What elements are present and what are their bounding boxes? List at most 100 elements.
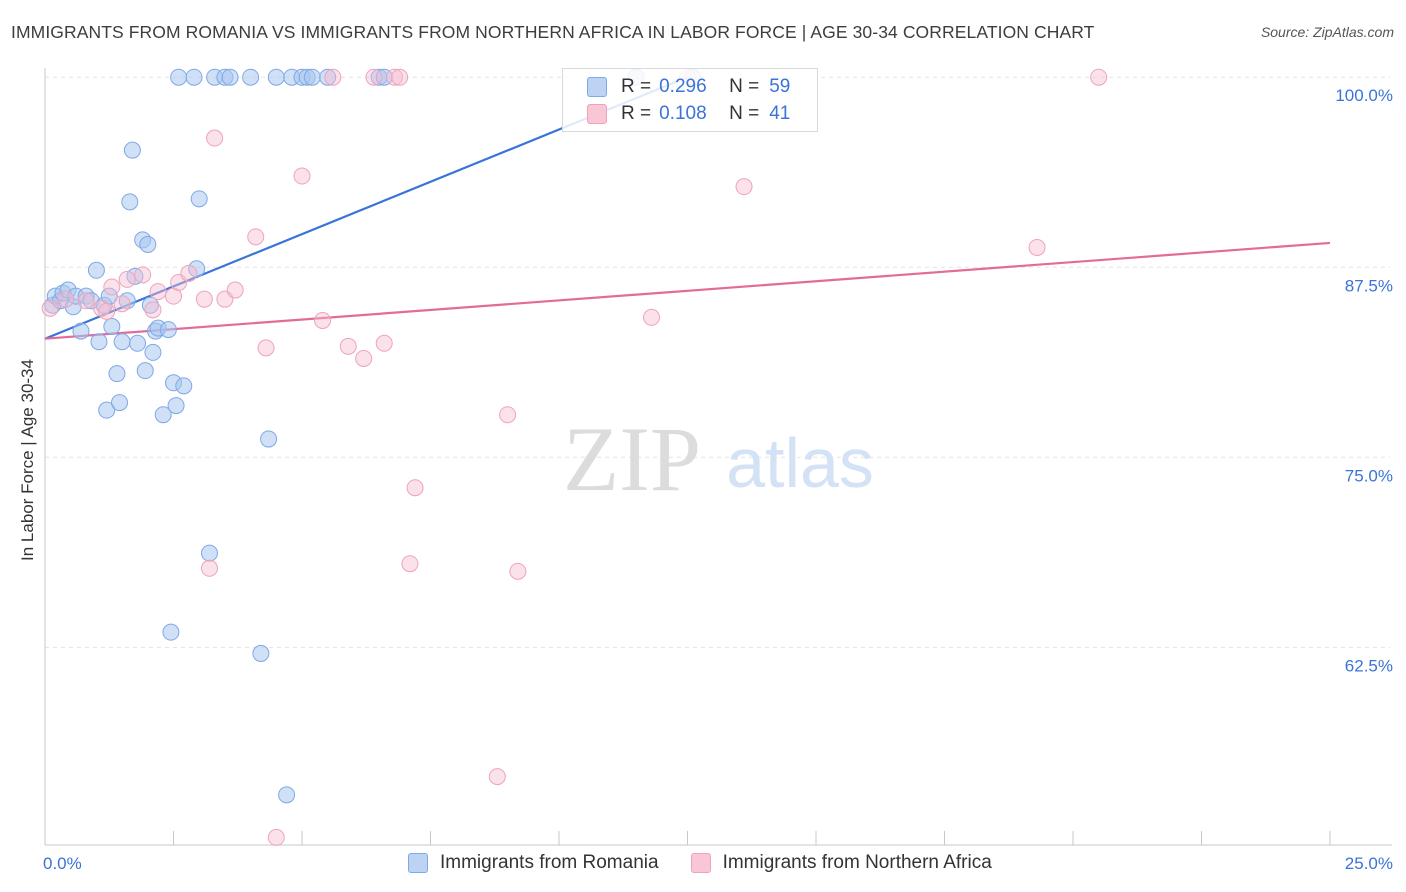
point-northern-africa[interactable] — [735, 178, 753, 196]
point-northern-africa[interactable] — [77, 292, 95, 310]
point-romania[interactable] — [242, 68, 260, 86]
point-northern-africa[interactable] — [324, 68, 342, 86]
point-romania[interactable] — [72, 322, 90, 340]
point-northern-africa[interactable] — [488, 768, 506, 786]
point-northern-africa[interactable] — [643, 308, 661, 326]
legend-n-label: N = — [729, 103, 760, 124]
y-tick-label: 87.5% — [1345, 276, 1393, 295]
point-northern-africa[interactable] — [98, 302, 116, 320]
point-northern-africa[interactable] — [509, 562, 527, 580]
point-northern-africa[interactable] — [314, 311, 332, 329]
point-romania[interactable] — [111, 394, 129, 412]
point-romania[interactable] — [113, 333, 131, 351]
point-romania[interactable] — [175, 377, 193, 395]
point-romania[interactable] — [221, 68, 239, 86]
legend-item-northern-africa[interactable]: Immigrants from Northern Africa — [690, 852, 992, 874]
legend-n-label: N = — [729, 76, 760, 97]
point-northern-africa[interactable] — [293, 167, 311, 185]
legend-swatch-blue — [408, 853, 428, 873]
point-romania[interactable] — [190, 190, 208, 208]
point-romania[interactable] — [170, 68, 188, 86]
point-northern-africa[interactable] — [113, 295, 131, 313]
point-romania[interactable] — [123, 141, 141, 159]
point-northern-africa[interactable] — [134, 266, 152, 284]
point-northern-africa[interactable] — [195, 290, 213, 308]
point-northern-africa[interactable] — [206, 129, 224, 147]
point-northern-africa[interactable] — [499, 406, 517, 424]
legend-n-value: 59 — [769, 76, 791, 97]
legend-r-value: 0.108 — [659, 103, 707, 124]
point-northern-africa[interactable] — [1028, 238, 1046, 256]
point-northern-africa[interactable] — [386, 68, 404, 86]
x-tick-label-max: 25.0% — [1345, 854, 1393, 873]
point-romania[interactable] — [139, 235, 157, 253]
point-northern-africa[interactable] — [93, 299, 111, 317]
y-tick-label: 100.0% — [1335, 86, 1393, 105]
point-romania[interactable] — [303, 68, 321, 86]
correlation-legend: R = 0.296 N = 59 R = 0.108 N = 41 — [562, 68, 818, 132]
point-romania[interactable] — [87, 261, 105, 279]
point-northern-africa[interactable] — [144, 301, 162, 319]
point-northern-africa[interactable] — [103, 278, 121, 296]
legend-item-romania[interactable]: Immigrants from Romania — [408, 852, 659, 874]
legend-r-value: 0.296 — [659, 76, 707, 97]
point-northern-africa[interactable] — [401, 555, 419, 573]
point-northern-africa[interactable] — [375, 334, 393, 352]
point-romania[interactable] — [319, 68, 337, 86]
legend-label-northern-africa: Immigrants from Northern Africa — [722, 852, 992, 873]
point-romania[interactable] — [159, 321, 177, 339]
point-romania[interactable] — [375, 68, 393, 86]
point-romania[interactable] — [144, 343, 162, 361]
legend-n-value: 41 — [769, 103, 791, 124]
point-northern-africa[interactable] — [118, 270, 136, 288]
source-credit: Source: ZipAtlas.com — [1260, 24, 1394, 40]
legend-r-label: R = — [621, 76, 652, 97]
legend-swatch-pink — [690, 853, 711, 873]
point-northern-africa[interactable] — [365, 68, 383, 86]
point-romania[interactable] — [154, 406, 172, 424]
legend-row-northern-africa: R = 0.108 N = 41 — [587, 102, 790, 126]
point-northern-africa[interactable] — [180, 264, 198, 282]
point-romania[interactable] — [200, 544, 218, 562]
watermark-zip: ZIP — [563, 408, 701, 510]
point-romania[interactable] — [98, 401, 116, 419]
point-romania[interactable] — [90, 333, 108, 351]
point-romania[interactable] — [108, 365, 126, 383]
point-northern-africa[interactable] — [226, 281, 244, 299]
y-tick-label: 62.5% — [1345, 656, 1393, 675]
point-northern-africa[interactable] — [355, 349, 373, 367]
watermark-atlas: atlas — [726, 424, 874, 502]
point-northern-africa[interactable] — [41, 299, 59, 317]
point-northern-africa[interactable] — [200, 559, 218, 577]
series-legend: Immigrants from Romania Immigrants from … — [408, 852, 1024, 874]
trendline-northern-africa — [44, 241, 1331, 340]
point-northern-africa[interactable] — [57, 290, 75, 308]
point-northern-africa[interactable] — [406, 479, 424, 497]
point-northern-africa[interactable] — [339, 337, 357, 355]
point-romania[interactable] — [278, 786, 296, 804]
point-romania[interactable] — [267, 68, 285, 86]
point-romania[interactable] — [162, 623, 180, 641]
point-romania[interactable] — [129, 334, 147, 352]
point-northern-africa[interactable] — [391, 68, 409, 86]
point-romania[interactable] — [141, 296, 159, 314]
point-romania[interactable] — [103, 318, 121, 336]
point-romania[interactable] — [121, 193, 139, 211]
grid-lines — [45, 76, 1390, 648]
point-romania[interactable] — [118, 292, 136, 310]
watermark: ZIP atlas — [563, 408, 874, 510]
point-northern-africa[interactable] — [247, 228, 265, 246]
x-tick-label-min: 0.0% — [43, 854, 82, 873]
axes — [44, 68, 1392, 846]
point-northern-africa[interactable] — [1090, 68, 1108, 86]
y-tick-label: 75.0% — [1345, 466, 1393, 485]
point-romania[interactable] — [167, 397, 185, 415]
point-northern-africa[interactable] — [257, 339, 275, 357]
y-axis-label: In Labor Force | Age 30-34 — [18, 359, 37, 561]
point-romania[interactable] — [185, 68, 203, 86]
point-northern-africa[interactable] — [267, 828, 285, 846]
point-northern-africa[interactable] — [149, 283, 167, 301]
point-romania[interactable] — [136, 362, 154, 380]
point-romania[interactable] — [252, 644, 270, 662]
point-romania[interactable] — [260, 430, 278, 448]
